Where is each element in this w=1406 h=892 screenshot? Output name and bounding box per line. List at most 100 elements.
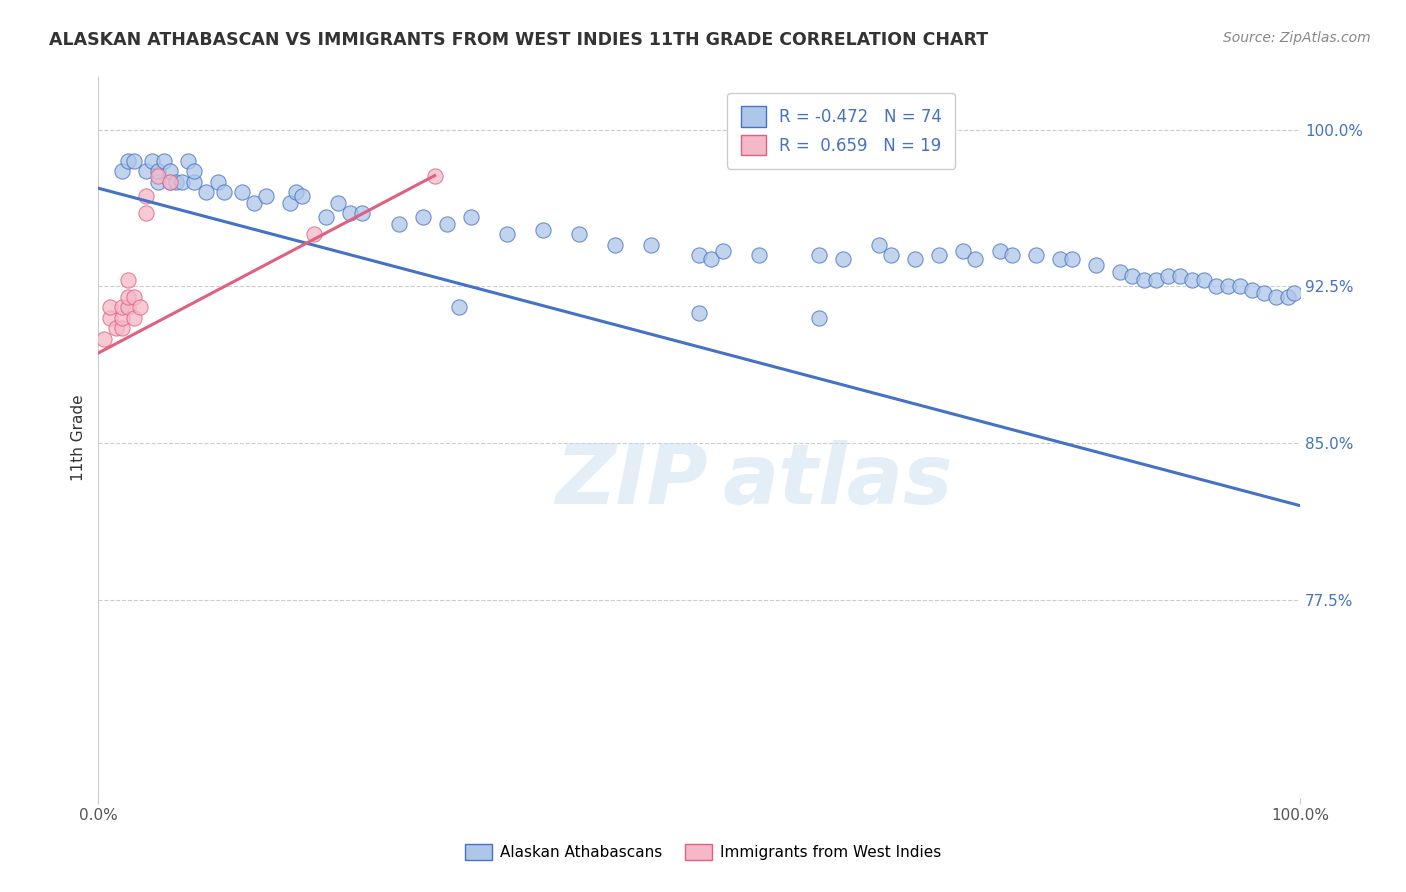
Point — [423, 169, 446, 183]
Point — [231, 186, 253, 200]
Point — [603, 237, 626, 252]
Point — [146, 175, 169, 189]
Point — [111, 321, 134, 335]
Point — [243, 195, 266, 210]
Point — [135, 206, 157, 220]
Point — [146, 169, 169, 183]
Point — [285, 186, 308, 200]
Point — [146, 164, 169, 178]
Point — [748, 248, 770, 262]
Point — [928, 248, 950, 262]
Point — [159, 164, 181, 178]
Point — [135, 189, 157, 203]
Point — [93, 332, 115, 346]
Point — [688, 306, 710, 320]
Point — [111, 300, 134, 314]
Point — [165, 175, 187, 189]
Point — [1025, 248, 1047, 262]
Point — [105, 321, 128, 335]
Point — [988, 244, 1011, 258]
Point — [117, 290, 139, 304]
Text: Source: ZipAtlas.com: Source: ZipAtlas.com — [1223, 31, 1371, 45]
Point — [495, 227, 517, 241]
Point — [1253, 285, 1275, 300]
Point — [1277, 290, 1299, 304]
Text: ZIP: ZIP — [555, 441, 707, 522]
Point — [1205, 279, 1227, 293]
Point — [1216, 279, 1239, 293]
Point — [1000, 248, 1022, 262]
Point — [1060, 252, 1083, 267]
Y-axis label: 11th Grade: 11th Grade — [72, 394, 86, 481]
Point — [122, 310, 145, 325]
Legend: Alaskan Athabascans, Immigrants from West Indies: Alaskan Athabascans, Immigrants from Wes… — [458, 838, 948, 866]
Point — [688, 248, 710, 262]
Point — [1265, 290, 1288, 304]
Point — [98, 300, 121, 314]
Point — [965, 252, 987, 267]
Point — [1121, 268, 1143, 283]
Point — [700, 252, 723, 267]
Point — [1240, 284, 1263, 298]
Text: atlas: atlas — [723, 441, 953, 522]
Point — [1108, 265, 1130, 279]
Point — [832, 252, 855, 267]
Point — [117, 300, 139, 314]
Point — [387, 217, 409, 231]
Point — [153, 153, 176, 168]
Point — [447, 300, 470, 314]
Point — [117, 153, 139, 168]
Point — [640, 237, 662, 252]
Point — [952, 244, 974, 258]
Point — [808, 310, 831, 325]
Legend: R = -0.472   N = 74, R =  0.659   N = 19: R = -0.472 N = 74, R = 0.659 N = 19 — [727, 93, 955, 169]
Point — [568, 227, 591, 241]
Point — [280, 195, 302, 210]
Point — [122, 153, 145, 168]
Point — [111, 164, 134, 178]
Point — [212, 186, 235, 200]
Point — [904, 252, 927, 267]
Point — [880, 248, 903, 262]
Point — [1049, 252, 1071, 267]
Point — [195, 186, 218, 200]
Point — [328, 195, 350, 210]
Point — [177, 153, 200, 168]
Point — [122, 290, 145, 304]
Point — [141, 153, 163, 168]
Point — [315, 211, 337, 225]
Point — [711, 244, 734, 258]
Point — [172, 175, 194, 189]
Point — [531, 223, 554, 237]
Point — [183, 164, 205, 178]
Point — [436, 217, 458, 231]
Point — [129, 300, 152, 314]
Point — [1229, 279, 1251, 293]
Point — [1132, 273, 1154, 287]
Point — [207, 175, 229, 189]
Point — [460, 211, 482, 225]
Point — [183, 175, 205, 189]
Point — [1192, 273, 1215, 287]
Point — [254, 189, 277, 203]
Point — [1144, 273, 1167, 287]
Point — [117, 273, 139, 287]
Point — [304, 227, 326, 241]
Point — [352, 206, 374, 220]
Point — [1168, 268, 1191, 283]
Point — [1181, 273, 1204, 287]
Point — [111, 310, 134, 325]
Point — [1084, 259, 1107, 273]
Point — [135, 164, 157, 178]
Point — [412, 211, 434, 225]
Point — [1157, 268, 1180, 283]
Point — [1282, 285, 1305, 300]
Point — [291, 189, 314, 203]
Point — [159, 175, 181, 189]
Point — [159, 175, 181, 189]
Point — [98, 310, 121, 325]
Text: ALASKAN ATHABASCAN VS IMMIGRANTS FROM WEST INDIES 11TH GRADE CORRELATION CHART: ALASKAN ATHABASCAN VS IMMIGRANTS FROM WE… — [49, 31, 988, 49]
Point — [808, 248, 831, 262]
Point — [339, 206, 361, 220]
Point — [868, 237, 890, 252]
